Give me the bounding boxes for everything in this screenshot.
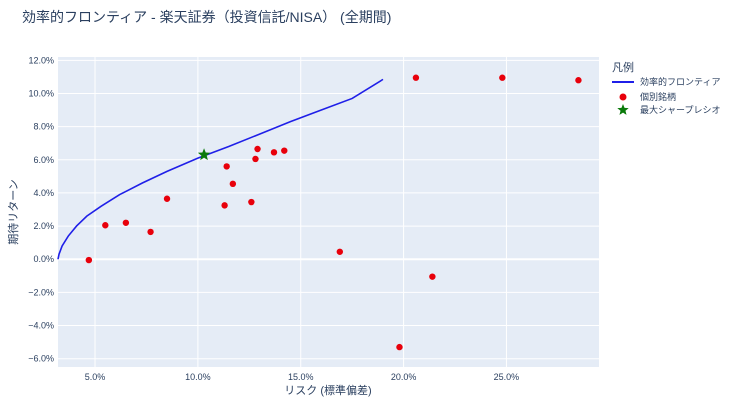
asset-point[interactable] bbox=[396, 343, 403, 351]
legend-label-max-sharpe: 最大シャープレシオ bbox=[640, 104, 720, 115]
y-axis-ticks: −6.0% −4.0% −2.0% 0.0% 2.0% 4.0% 6.0% 8.0% 10.0%… bbox=[28, 55, 54, 363]
legend-title: 凡例 bbox=[612, 60, 634, 74]
legend-label-assets: 個別銘柄 bbox=[640, 91, 676, 102]
x-tick-label: 20.0% bbox=[391, 372, 417, 382]
gridlines bbox=[58, 57, 599, 367]
legend: 凡例 効率的フロンティア 個別銘柄 最大シャープレシオ bbox=[612, 60, 720, 115]
plot-area bbox=[58, 57, 599, 367]
asset-point[interactable] bbox=[412, 74, 420, 81]
asset-point[interactable] bbox=[429, 273, 436, 280]
chart-title: 効率的フロンティア - 楽天証券（投資信託/NISA） (全期間) bbox=[22, 9, 391, 25]
max-sharpe-point[interactable] bbox=[197, 148, 211, 161]
asset-point[interactable] bbox=[122, 219, 130, 226]
y-tick-label: 10.0% bbox=[28, 88, 54, 98]
x-tick-label: 25.0% bbox=[494, 372, 520, 382]
asset-point[interactable] bbox=[229, 180, 237, 188]
asset-point[interactable] bbox=[270, 149, 278, 156]
y-tick-label: 6.0% bbox=[33, 155, 54, 165]
frontier-line bbox=[57, 78, 384, 260]
asset-point[interactable] bbox=[252, 155, 259, 163]
y-tick-label: 0.0% bbox=[33, 254, 54, 264]
y-tick-label: 12.0% bbox=[28, 55, 54, 65]
asset-point[interactable] bbox=[336, 248, 344, 255]
x-axis-ticks: 5.0% 10.0% 15.0% 20.0% 25.0% bbox=[85, 372, 519, 382]
legend-item-frontier[interactable]: 効率的フロンティア bbox=[612, 76, 720, 87]
y-tick-label: −4.0% bbox=[28, 321, 54, 331]
y-tick-label: 4.0% bbox=[33, 188, 54, 198]
asset-point[interactable] bbox=[499, 74, 506, 81]
legend-item-assets[interactable]: 個別銘柄 bbox=[619, 91, 677, 102]
x-tick-label: 15.0% bbox=[288, 372, 314, 382]
asset-marker-swatch bbox=[619, 93, 627, 101]
asset-point[interactable] bbox=[85, 256, 93, 264]
asset-point[interactable] bbox=[147, 228, 154, 236]
legend-item-max-sharpe[interactable]: 最大シャープレシオ bbox=[617, 104, 720, 115]
asset-point[interactable] bbox=[223, 163, 230, 170]
x-tick-label: 5.0% bbox=[85, 372, 106, 382]
asset-point[interactable] bbox=[102, 222, 109, 229]
series-layer bbox=[57, 74, 582, 351]
y-tick-label: −6.0% bbox=[28, 354, 54, 364]
y-tick-label: 8.0% bbox=[33, 122, 54, 132]
legend-label-frontier: 効率的フロンティア bbox=[640, 76, 720, 87]
asset-point[interactable] bbox=[221, 202, 228, 209]
star-icon bbox=[617, 104, 629, 115]
y-axis-title: 期待リターン bbox=[6, 179, 20, 244]
asset-point[interactable] bbox=[248, 198, 255, 206]
asset-point[interactable] bbox=[281, 147, 288, 154]
y-tick-label: 2.0% bbox=[33, 221, 54, 231]
asset-point[interactable] bbox=[254, 145, 261, 153]
asset-point[interactable] bbox=[163, 195, 171, 202]
x-tick-label: 10.0% bbox=[185, 372, 211, 382]
y-tick-label: −2.0% bbox=[28, 287, 54, 297]
x-axis-title: リスク (標準偏差) bbox=[284, 383, 371, 397]
asset-point[interactable] bbox=[575, 77, 582, 84]
